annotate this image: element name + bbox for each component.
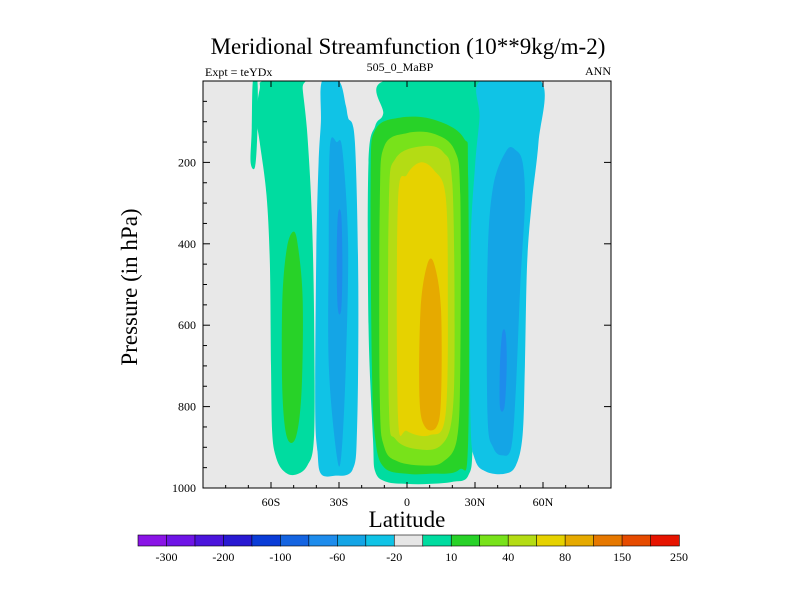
colorbar-swatch xyxy=(479,534,509,547)
y-axis-label: Pressure (in hPa) xyxy=(117,208,142,365)
y-tick-label: 200 xyxy=(178,155,196,169)
colorbar-swatch xyxy=(280,534,310,547)
colorbar-swatch xyxy=(166,534,196,547)
colorbar-swatch xyxy=(650,534,680,547)
colorbar-label: -20 xyxy=(386,550,402,564)
x-tick-label: 60S xyxy=(262,495,281,509)
colorbar-swatch xyxy=(194,534,225,547)
x-tick-label: 30N xyxy=(465,495,486,509)
y-tick-label: 600 xyxy=(178,318,196,332)
colorbar-swatch xyxy=(337,534,367,547)
cell-35S-negative-core xyxy=(336,209,343,315)
experiment-label: Expt = teYDx xyxy=(205,65,272,79)
x-axis-label: Latitude xyxy=(369,507,446,532)
y-tick-label: 400 xyxy=(178,237,196,251)
colorbar-swatch xyxy=(393,534,424,547)
chart-title: Meridional Streamfunction (10**9kg/m-2) xyxy=(211,34,606,59)
colorbar-swatch xyxy=(251,534,282,547)
colorbar-swatch xyxy=(308,534,339,547)
colorbar-label: 10 xyxy=(445,550,457,564)
colorbar-swatch xyxy=(422,534,452,547)
colorbar-label: 250 xyxy=(670,550,688,564)
x-axis-ticks: 60S 30S 0 30N 60N xyxy=(225,81,589,509)
colorbar-label: -200 xyxy=(212,550,234,564)
colorbar-swatch xyxy=(564,534,595,547)
colorbar-swatch xyxy=(593,534,623,547)
colorbar-label: -300 xyxy=(156,550,178,564)
colorbar xyxy=(137,534,680,547)
y-tick-label: 1000 xyxy=(172,481,196,495)
colorbar-label: 80 xyxy=(559,550,571,564)
colorbar-swatch xyxy=(536,534,566,547)
x-tick-label: 0 xyxy=(404,495,410,509)
colorbar-label: -60 xyxy=(329,550,345,564)
colorbar-swatch xyxy=(621,534,652,547)
period-label: 505_0_MaBP xyxy=(367,60,434,74)
colorbar-swatch xyxy=(137,534,168,547)
colorbar-swatch xyxy=(450,534,481,547)
colorbar-swatch xyxy=(223,534,253,547)
cell-N-hadley-orange xyxy=(419,258,442,431)
colorbar-swatch xyxy=(365,534,395,547)
cell-45N-negative-core xyxy=(486,146,525,456)
colorbar-label: -100 xyxy=(269,550,291,564)
x-tick-label: 60N xyxy=(533,495,554,509)
cell-67S-sliver xyxy=(250,81,258,170)
y-axis-ticks: 200 400 600 800 1000 xyxy=(172,100,611,495)
colorbar-swatch xyxy=(507,534,538,547)
y-tick-label: 800 xyxy=(178,400,196,414)
colorbar-label: 40 xyxy=(502,550,514,564)
cell-45N-negative-spot xyxy=(499,329,507,412)
cell-60S-positive-core xyxy=(281,231,303,443)
season-label: ANN xyxy=(585,64,611,78)
contour-cells xyxy=(250,81,545,485)
colorbar-labels: -300 -200 -100 -60 -20 10 40 80 150 250 xyxy=(156,550,689,564)
x-tick-label: 30S xyxy=(330,495,349,509)
colorbar-label: 150 xyxy=(613,550,631,564)
